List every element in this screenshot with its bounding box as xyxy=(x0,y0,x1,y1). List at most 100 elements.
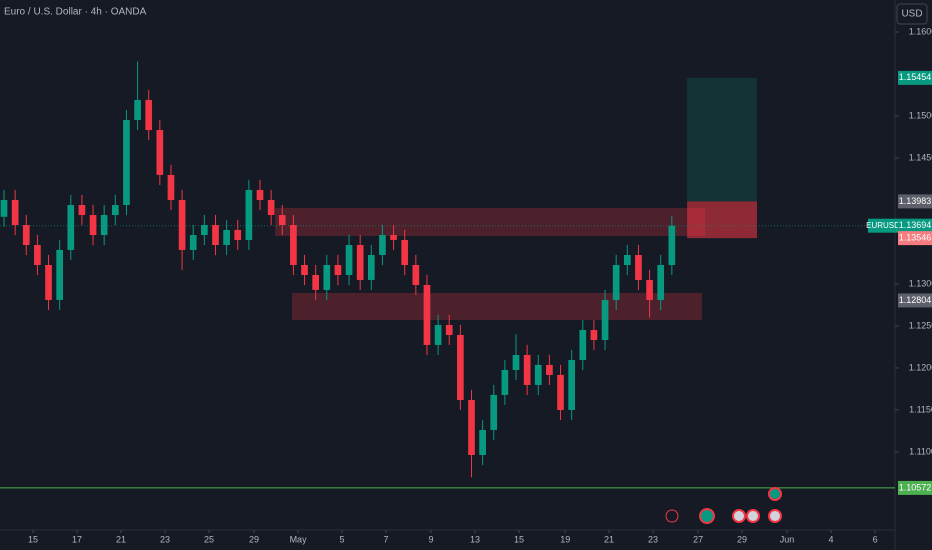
target-zone xyxy=(687,77,757,202)
candle-body xyxy=(356,245,364,280)
x-tick-label: 15 xyxy=(28,534,38,544)
y-tick-label: 1.16000 xyxy=(909,26,932,36)
candle-body xyxy=(479,429,486,455)
candle-body xyxy=(67,205,75,250)
x-tick-label: 9 xyxy=(428,534,433,544)
candle-body xyxy=(367,255,375,280)
candle-body xyxy=(111,205,119,216)
candle-body xyxy=(423,284,431,345)
candle-body xyxy=(134,100,141,121)
x-tick-label: 21 xyxy=(116,534,126,544)
currency-button[interactable] xyxy=(896,3,928,25)
candle-body xyxy=(668,225,676,265)
candle-body xyxy=(445,324,453,335)
chart-title: Euro / U.S. Dollar · 4h · OANDA xyxy=(4,7,147,18)
candle-body xyxy=(212,225,219,246)
candle-body xyxy=(579,330,587,360)
price-tag-label: 1.10572 xyxy=(899,482,932,492)
candle-body xyxy=(590,330,598,341)
candle-body xyxy=(468,399,475,455)
event-icon[interactable] xyxy=(732,509,746,523)
candle-body xyxy=(345,245,353,275)
candle-body xyxy=(234,229,242,240)
candle-body xyxy=(145,100,153,131)
candle-body xyxy=(34,245,41,265)
candle-body xyxy=(412,264,420,285)
y-tick-label: 1.11000 xyxy=(909,446,932,456)
event-icon[interactable] xyxy=(768,487,782,501)
x-tick-label: 21 xyxy=(604,534,614,544)
price-tag xyxy=(898,194,932,209)
candle-body xyxy=(601,299,609,341)
candle-body xyxy=(223,229,230,246)
x-tick-label: Jun xyxy=(780,534,795,544)
event-icon[interactable] xyxy=(746,509,760,523)
candle-body xyxy=(568,359,575,410)
x-tick-label: 13 xyxy=(470,534,480,544)
event-icons xyxy=(665,487,782,524)
candle-body xyxy=(657,264,665,300)
candle-body xyxy=(401,239,409,265)
event-icon[interactable] xyxy=(768,509,782,523)
candle-body xyxy=(512,354,520,370)
x-tick-label: 7 xyxy=(383,534,388,544)
event-icon[interactable] xyxy=(699,508,715,524)
candle-body xyxy=(557,374,564,410)
price-tag-label: 1.15454 xyxy=(899,72,932,82)
price-tag xyxy=(898,293,932,308)
x-tick-label: 27 xyxy=(693,534,703,544)
candle-body xyxy=(434,324,442,345)
currency-label[interactable]: USD xyxy=(901,9,922,20)
candle-body xyxy=(100,215,108,236)
x-tick-label: 19 xyxy=(560,534,570,544)
candle-body xyxy=(256,189,264,200)
y-tick-label: 1.15000 xyxy=(909,110,932,120)
candle-body xyxy=(123,120,130,206)
zone xyxy=(275,207,706,237)
candle-body xyxy=(267,199,275,216)
candle-body xyxy=(89,215,97,236)
candle-body xyxy=(11,199,19,226)
candle-body xyxy=(56,249,63,300)
event-icon[interactable] xyxy=(665,509,679,523)
candle-body xyxy=(189,235,197,250)
x-tick-label: 29 xyxy=(249,534,259,544)
x-tick-label: 15 xyxy=(514,534,524,544)
candle-body xyxy=(178,199,186,250)
candle-body xyxy=(0,199,8,217)
candle-body xyxy=(379,235,386,256)
candle-body xyxy=(45,264,52,300)
x-tick-label: 6 xyxy=(873,534,878,544)
candle-body xyxy=(501,369,509,395)
candle-body xyxy=(201,225,208,236)
candle-body xyxy=(167,174,175,200)
y-tick-label: 1.11500 xyxy=(909,404,932,414)
candle-body xyxy=(156,130,164,175)
candle-body xyxy=(22,225,30,246)
candle-body xyxy=(612,264,620,300)
candle-body xyxy=(523,354,531,385)
candle-body xyxy=(323,264,331,290)
price-tag xyxy=(898,480,932,495)
candle-body xyxy=(334,264,342,275)
price-tag-label: 1.13546 xyxy=(899,232,932,242)
symbol-tag xyxy=(868,218,898,233)
y-tick-label: 1.13000 xyxy=(909,278,932,288)
candle-body xyxy=(390,235,397,240)
candle-body xyxy=(312,274,319,290)
candle-body xyxy=(290,225,297,265)
price-tag-label: 1.13694 xyxy=(899,220,932,230)
candle-body xyxy=(534,364,542,385)
x-tick-label: 25 xyxy=(204,534,214,544)
candle-body xyxy=(646,279,653,300)
candle-body xyxy=(635,255,642,280)
candle-body xyxy=(278,215,286,226)
price-tag xyxy=(898,231,932,246)
x-tick-label: 4 xyxy=(828,534,833,544)
candle-body xyxy=(301,264,308,275)
candle-body xyxy=(623,255,631,265)
x-tick-label: 29 xyxy=(737,534,747,544)
